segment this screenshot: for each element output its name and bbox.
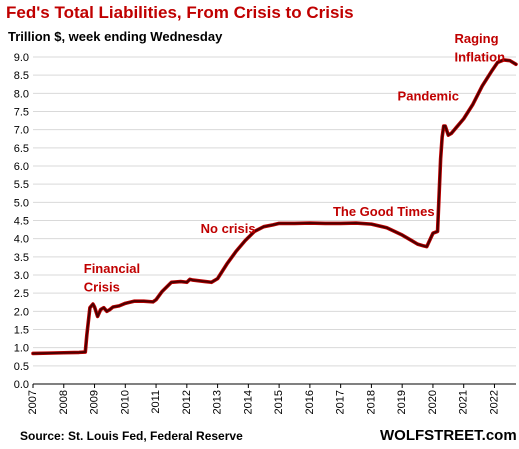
x-tick-label: 2011 <box>150 390 162 414</box>
x-tick-label: 2015 <box>273 390 285 414</box>
x-tick-label: 2021 <box>458 390 470 414</box>
y-tick-label: 2.0 <box>14 306 29 318</box>
annotation-label: Inflation <box>454 49 505 64</box>
x-tick-label: 2009 <box>89 390 101 414</box>
x-tick-label: 2019 <box>396 390 408 414</box>
y-tick-label: 7.0 <box>14 125 29 137</box>
y-tick-label: 3.5 <box>14 252 29 264</box>
y-tick-label: 6.0 <box>14 161 29 173</box>
y-tick-label: 3.0 <box>14 270 29 282</box>
y-tick-label: 1.5 <box>14 325 29 337</box>
y-tick-label: 8.5 <box>14 70 29 82</box>
brand-logo-text: WOLFSTREET.com <box>380 427 517 444</box>
x-tick-label: 2022 <box>488 390 500 414</box>
annotation-label: Raging <box>454 31 498 46</box>
y-tick-label: 0.0 <box>14 379 29 391</box>
x-tick-label: 2012 <box>181 390 193 414</box>
y-tick-label: 0.5 <box>14 361 29 373</box>
annotation-label: No crisis <box>201 221 256 236</box>
grid-lines <box>33 56 516 367</box>
annotations: Financial Crisis No crisis The Good Times Pa… <box>84 31 505 294</box>
x-tick-label: 2010 <box>119 390 131 414</box>
y-tick-label: 2.5 <box>14 288 29 300</box>
chart-title: Fed's Total Liabilities, From Crisis to … <box>6 3 354 22</box>
x-tick-label: 2016 <box>304 390 316 414</box>
annotation-label: Financial <box>84 261 140 276</box>
y-tick-label: 5.0 <box>14 197 29 209</box>
annotation-label: Pandemic <box>398 89 459 104</box>
y-tick-label: 5.5 <box>14 179 29 191</box>
y-tick-label: 1.0 <box>14 343 29 355</box>
y-tick-label: 6.5 <box>14 143 29 155</box>
source-note: Source: St. Louis Fed, Federal Reserve <box>20 429 243 443</box>
y-axis-tick-labels: 0.0 0.5 1.0 1.5 2.0 2.5 3.0 3.5 4.0 4.5 5.0 5.5 6.0 6… <box>14 52 29 391</box>
y-tick-label: 7.5 <box>14 107 29 119</box>
y-tick-label: 9.0 <box>14 52 29 64</box>
x-tick-label: 2007 <box>27 390 39 414</box>
x-tick-label: 2017 <box>335 390 347 414</box>
chart-subtitle: Trillion $, week ending Wednesday <box>8 29 223 44</box>
x-tick-label: 2008 <box>58 390 70 414</box>
x-tick-label: 2014 <box>242 390 254 414</box>
y-tick-label: 4.0 <box>14 234 29 246</box>
annotation-label: The Good Times <box>333 204 435 219</box>
series-line <box>32 58 517 355</box>
x-tick-label: 2013 <box>212 390 224 414</box>
x-tick-label: 2018 <box>365 390 377 414</box>
x-tick-label: 2020 <box>427 390 439 414</box>
annotation-label: Crisis <box>84 279 120 294</box>
x-axis-tick-labels: 2007 2008 2009 2010 2011 2012 2013 2014 2015 2016… <box>27 384 500 414</box>
series-group <box>31 58 518 356</box>
y-tick-label: 4.5 <box>14 216 29 228</box>
y-tick-label: 8.0 <box>14 88 29 100</box>
